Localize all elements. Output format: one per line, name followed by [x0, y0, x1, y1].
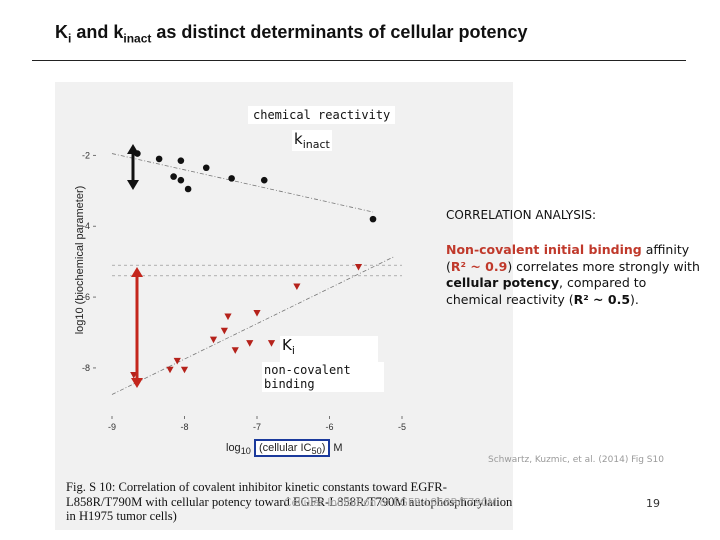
kinact-label-sub: inact	[302, 138, 330, 151]
chemical-reactivity-label: chemical reactivity	[248, 106, 396, 124]
kinact-point	[228, 175, 235, 182]
Ki-point	[293, 283, 301, 291]
kinact-trendline	[111, 153, 374, 213]
y-tick-label: -8	[82, 363, 90, 373]
correlation-text-3: ) correlates more strongly with	[507, 258, 700, 274]
plot-marks	[130, 150, 377, 379]
x-tick-label: -5	[398, 422, 406, 432]
y-tick-label: -6	[82, 292, 90, 302]
Ki-point	[180, 366, 189, 374]
Ki-point	[267, 340, 276, 347]
citation: Schwartz, Kuzmic, et al. (2014) Fig S10	[488, 455, 664, 465]
Ki-point	[166, 366, 174, 374]
Ki-point	[253, 310, 261, 317]
page-number: 19	[646, 497, 660, 510]
ki-range-arrow-head-bottom	[131, 378, 143, 388]
x-axis-boxed-text: (cellular IC	[258, 442, 312, 454]
caption-overlay-text: Cellular Inhibition of EGFR-L858R/T790M	[284, 497, 497, 509]
Ki-point	[220, 327, 228, 335]
correlation-text: Non-covalent initial binding affinity (R…	[446, 242, 702, 309]
Ki-point	[173, 357, 181, 365]
r2-reactivity: R² ~ 0.5	[573, 292, 631, 308]
x-axis-boxed-sub: 50	[311, 446, 322, 457]
x-axis-boxed-close: )	[321, 442, 326, 454]
ki-range-arrow-head-top	[131, 267, 143, 277]
kinact-label-k: k	[294, 130, 303, 148]
kinact-range-arrow-head-bottom	[127, 180, 139, 190]
kinact-point	[260, 176, 268, 184]
kinact-point	[202, 164, 210, 172]
Ki-point	[224, 313, 232, 321]
x-axis-label-suffix: M	[330, 442, 343, 454]
Ki-point	[354, 263, 363, 271]
title-divider	[32, 60, 686, 61]
x-axis-label: log10 (cellular IC50) M	[226, 439, 343, 457]
cellular-potency-phrase: cellular potency	[446, 275, 560, 291]
ki-label-k: K	[282, 336, 292, 354]
kinact-label: kinact	[292, 130, 332, 151]
title-kinact: and k	[71, 22, 124, 42]
y-tick-label: -4	[82, 221, 90, 231]
binding-phrase: Non-covalent initial binding	[446, 242, 642, 257]
kinact-point	[369, 215, 377, 223]
title-ki-sub: i	[68, 31, 72, 46]
title-rest: as distinct determinants of cellular pot…	[151, 22, 528, 42]
kinact-range-arrow-head-top	[127, 144, 139, 154]
y-axis-label: log10 (biochemical parameter)	[74, 160, 86, 360]
Ki-point	[209, 336, 218, 344]
kinact-point	[177, 176, 185, 184]
kinact-point	[170, 173, 177, 180]
y-axis-label-text: log10 (biochemical parameter)	[74, 185, 86, 335]
x-axis-label-sub: 10	[240, 446, 251, 457]
kinact-point	[184, 185, 192, 193]
x-axis-highlight-box: (cellular IC50)	[253, 439, 331, 457]
correlation-text-5: ).	[630, 292, 639, 308]
scatter-plot: -9 -8 -7 -6 -5 -2 -4 -6 -8	[82, 144, 406, 432]
noncovalent-binding-label: non-covalent binding	[262, 362, 384, 392]
kinact-point	[155, 155, 163, 163]
x-tick-label: -7	[253, 422, 261, 432]
y-tick-label: -2	[82, 150, 90, 160]
r2-binding: R² ~ 0.9	[450, 258, 508, 274]
title-ki: K	[55, 22, 68, 42]
Ki-point	[246, 340, 254, 347]
range-arrows	[127, 144, 143, 388]
x-axis-label-prefix: log	[226, 442, 241, 454]
correlation-text-2: affinity (	[446, 242, 690, 274]
Ki-point	[231, 347, 239, 354]
correlation-text-4: , compared to chemical reactivity (	[446, 275, 647, 308]
Ki-trendline	[111, 255, 395, 395]
plot-axes: -9 -8 -7 -6 -5 -2 -4 -6 -8	[82, 150, 406, 432]
ki-label-sub: i	[291, 344, 295, 357]
kinact-point	[177, 157, 185, 164]
x-tick-label: -8	[180, 422, 188, 432]
plot-guides	[111, 153, 402, 395]
x-tick-label: -9	[108, 422, 116, 432]
slide-title: Ki and kinact as distinct determinants o…	[55, 22, 527, 46]
title-kinact-sub: inact	[123, 31, 152, 46]
correlation-heading: CORRELATION ANALYSIS:	[446, 208, 597, 222]
figure-caption: Fig. S 10: Correlation of covalent inhib…	[66, 480, 513, 523]
x-tick-label: -6	[325, 422, 333, 432]
ki-label: Ki	[280, 336, 378, 364]
